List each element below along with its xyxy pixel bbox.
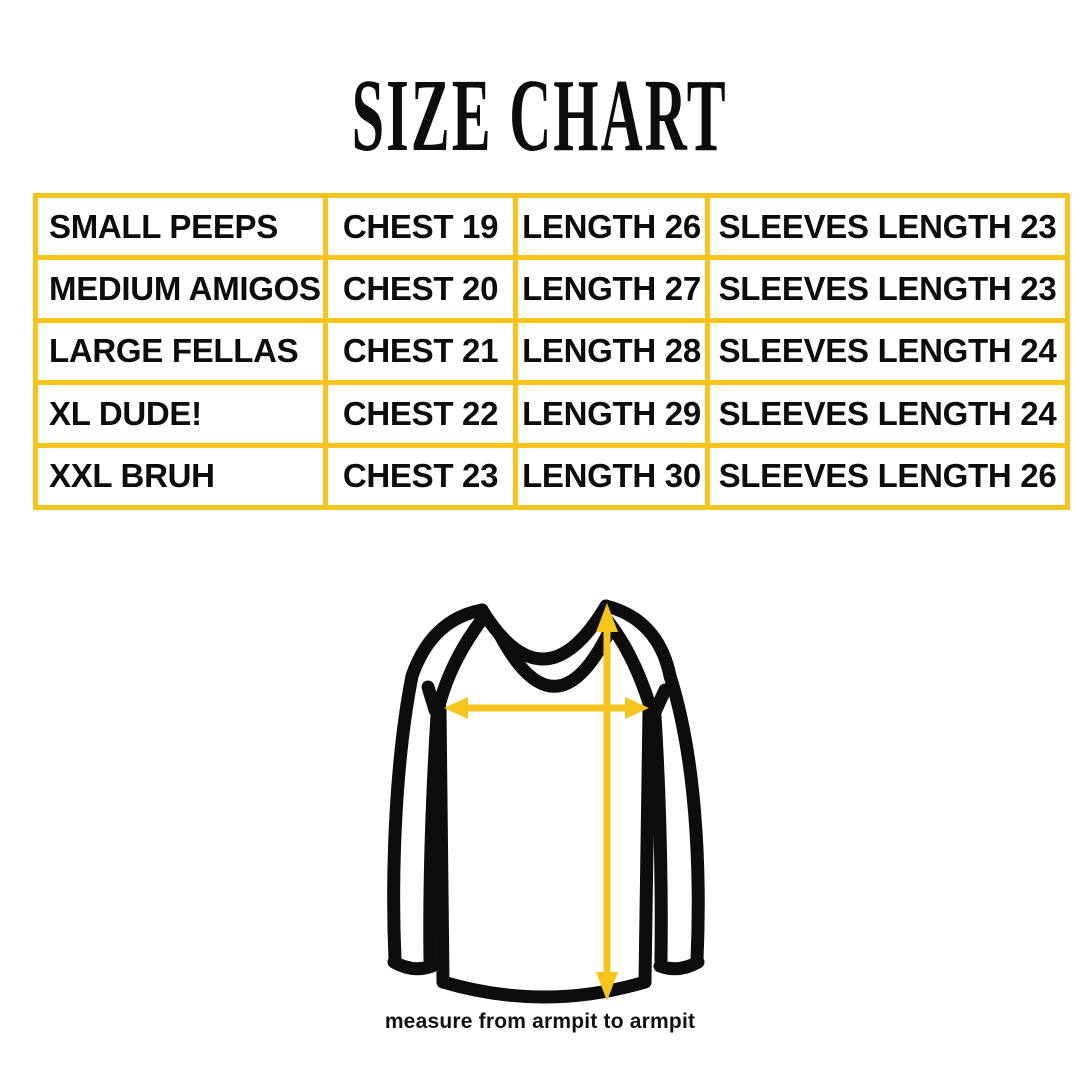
cell-sleeves-value: SLEEVES LENGTH 23	[705, 192, 1070, 261]
cell-chest-value: CHEST 22	[323, 380, 518, 448]
shirt-diagram-svg	[387, 599, 705, 1004]
cell-chest-value: CHEST 23	[323, 442, 518, 511]
table-row: MEDIUM AMIGOS CHEST 20 LENGTH 27 SLEEVES…	[33, 255, 1070, 323]
cell-size-label: SMALL PEEPS	[33, 192, 328, 261]
cell-sleeves-value: SLEEVES LENGTH 23	[705, 255, 1070, 323]
cell-size-label: XXL BRUH	[33, 442, 328, 511]
page-title-row: SIZE CHART	[0, 64, 1080, 168]
cell-length-value: LENGTH 28	[513, 317, 710, 386]
size-table: SMALL PEEPS CHEST 19 LENGTH 26 SLEEVES L…	[33, 192, 1070, 511]
table-row: XXL BRUH CHEST 23 LENGTH 30 SLEEVES LENG…	[33, 442, 1070, 511]
cell-length-value: LENGTH 29	[513, 380, 710, 448]
cell-chest-value: CHEST 19	[323, 192, 518, 261]
cell-length-value: LENGTH 26	[513, 192, 710, 261]
shirt-diagram	[378, 588, 714, 1008]
table-row: SMALL PEEPS CHEST 19 LENGTH 26 SLEEVES L…	[33, 192, 1070, 261]
cell-length-value: LENGTH 27	[513, 255, 710, 323]
cell-length-value: LENGTH 30	[513, 442, 710, 511]
table-row: XL DUDE! CHEST 22 LENGTH 29 SLEEVES LENG…	[33, 380, 1070, 448]
cell-sleeves-value: SLEEVES LENGTH 26	[705, 442, 1070, 511]
page-title: SIZE CHART	[352, 58, 728, 173]
table-row: LARGE FELLAS CHEST 21 LENGTH 28 SLEEVES …	[33, 317, 1070, 386]
cell-size-label: MEDIUM AMIGOS	[33, 255, 328, 323]
measurement-caption: measure from armpit to armpit	[384, 1010, 696, 1033]
cell-size-label: LARGE FELLAS	[33, 317, 328, 386]
cell-sleeves-value: SLEEVES LENGTH 24	[705, 380, 1070, 448]
shirt-outline-icon	[387, 599, 705, 1004]
chest-width-arrow	[444, 697, 649, 719]
cell-chest-value: CHEST 20	[323, 255, 518, 323]
cell-sleeves-value: SLEEVES LENGTH 24	[705, 317, 1070, 386]
cell-chest-value: CHEST 21	[323, 317, 518, 386]
cell-size-label: XL DUDE!	[33, 380, 328, 448]
length-arrow	[596, 603, 618, 1001]
